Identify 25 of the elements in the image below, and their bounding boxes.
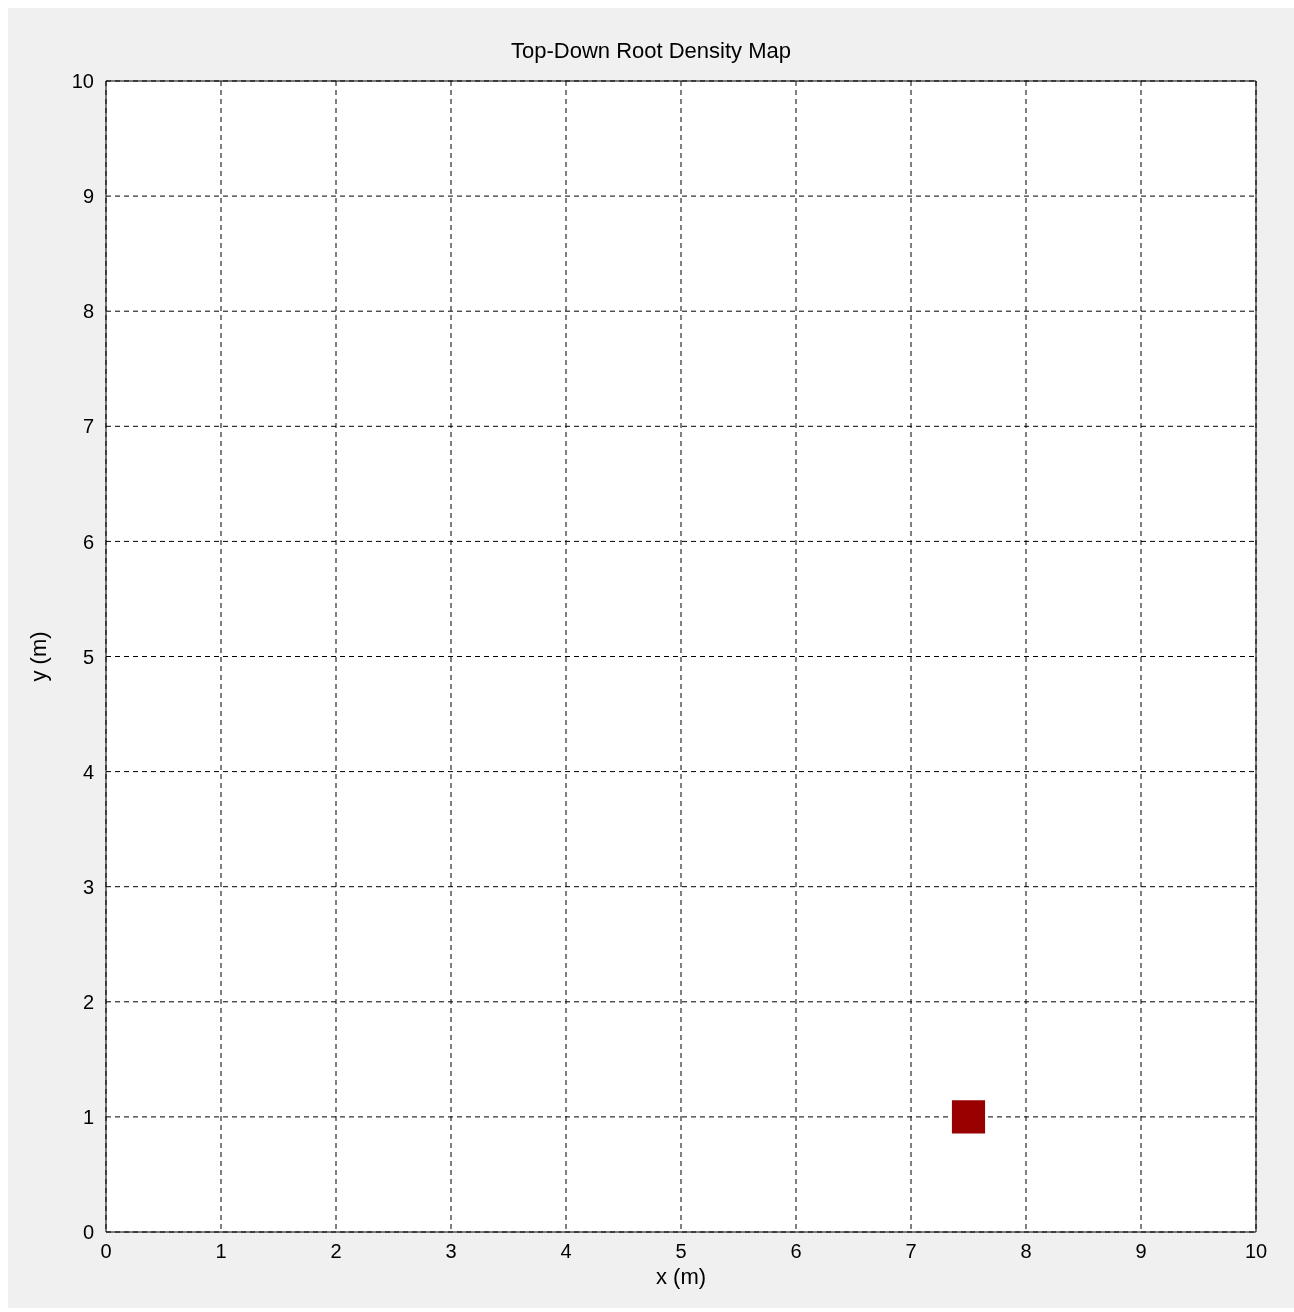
y-tick-label: 1 (82, 1106, 94, 1128)
x-tick-label: 1 (215, 1240, 227, 1263)
x-tick-label: 0 (100, 1240, 112, 1263)
y-tick-label: 8 (82, 300, 94, 323)
y-tick-label: 3 (82, 875, 94, 898)
x-tick-label: 9 (1135, 1240, 1147, 1263)
x-tick-label: 8 (1020, 1240, 1032, 1263)
x-tick-label: 6 (790, 1240, 802, 1263)
x-axis-title: x (m) (655, 1264, 707, 1289)
y-axis-title: y (m) (25, 631, 51, 682)
x-tick-label: 7 (905, 1240, 917, 1263)
x-tick-label: 2 (330, 1240, 342, 1263)
y-tick-label: 5 (82, 645, 94, 668)
x-tick-label: 10 (1244, 1240, 1268, 1263)
y-tick-label: 10 (71, 70, 94, 93)
y-tick-label: 2 (82, 990, 94, 1013)
y-tick-label: 7 (82, 415, 94, 438)
x-tick-label: 4 (560, 1240, 572, 1263)
y-tick-label: 9 (82, 185, 94, 208)
y-tick-label: 6 (82, 530, 94, 553)
x-tick-label: 5 (675, 1240, 687, 1263)
x-tick-label: 3 (445, 1240, 457, 1263)
y-tick-label: 4 (82, 760, 94, 783)
chart-title: Top-Down Root Density Map (510, 38, 792, 64)
y-tick-label: 0 (82, 1221, 94, 1244)
